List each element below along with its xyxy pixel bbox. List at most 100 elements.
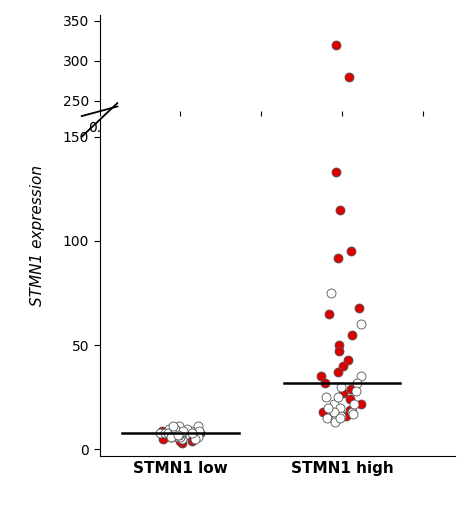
Point [332,41,339,49]
Point [187,289,195,297]
Point [188,437,196,445]
Point [350,283,357,291]
Point [330,408,337,416]
Point [167,433,174,441]
Point [336,414,344,422]
Point [327,237,335,245]
Point [176,433,184,441]
Point [330,410,337,418]
Point [319,408,327,416]
Point [335,393,342,401]
Point [174,433,182,441]
Point [339,389,347,397]
Point [336,285,344,293]
Point [168,289,175,297]
Point [333,190,340,199]
Point [323,414,330,422]
Point [178,431,185,439]
Point [178,291,185,299]
Point [191,435,198,443]
Point [335,253,342,262]
Point [159,426,166,435]
Point [171,289,179,297]
Point [339,275,347,283]
Point [347,221,355,229]
Point [323,285,330,293]
Point [335,223,342,231]
Point [348,331,356,339]
Point [321,378,328,387]
Point [337,383,345,391]
Point [174,431,182,439]
Point [189,435,197,443]
Point [337,403,344,412]
Point [188,290,195,298]
Text: STMN1 expression: STMN1 expression [30,165,46,306]
Point [337,205,344,214]
Point [319,282,327,290]
Point [159,293,166,301]
Point [169,422,176,431]
Point [355,242,363,250]
Point [158,429,166,437]
Point [159,289,166,297]
Point [179,293,186,301]
Point [346,278,354,286]
Point [186,291,193,299]
Point [342,284,350,292]
Point [347,385,355,393]
Point [187,426,195,435]
Point [353,271,360,279]
Point [331,286,338,294]
Point [174,292,182,300]
Point [195,426,203,435]
Point [327,289,335,297]
Point [195,288,202,296]
Point [188,293,196,302]
Point [164,429,172,437]
Point [330,283,337,291]
Point [323,276,330,285]
Point [164,289,172,297]
Point [346,395,354,403]
Point [321,271,328,279]
Point [168,424,175,433]
Point [176,437,184,445]
Point [195,422,202,431]
Point [189,293,197,301]
Point [347,247,355,255]
Point [176,292,184,300]
Point [330,399,337,408]
Point [335,347,343,355]
Point [165,289,173,297]
Point [197,429,204,437]
Point [344,356,351,364]
Point [350,410,357,418]
Point [177,293,184,301]
Point [333,168,340,176]
Point [351,279,358,287]
Point [194,431,201,439]
Point [357,372,365,380]
Point [184,431,191,439]
Point [164,290,172,298]
Point [194,291,201,299]
Point [331,286,339,294]
Point [337,281,344,289]
Point [180,426,187,435]
Point [183,289,191,297]
Point [325,245,332,253]
Point [335,267,342,275]
Point [167,292,174,300]
Point [358,320,365,328]
Point [165,424,173,433]
Point [175,422,183,431]
Point [171,289,179,297]
Point [171,426,179,435]
Point [342,412,350,420]
Point [344,262,351,270]
Point [339,265,346,273]
Point [178,439,186,447]
Point [335,257,342,265]
Point [348,253,356,261]
